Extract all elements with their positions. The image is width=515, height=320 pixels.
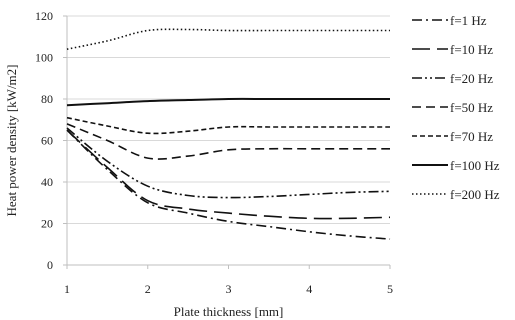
series-line-f-10-hz (66, 129, 391, 220)
y-tick-label: 20 (41, 217, 53, 231)
y-axis-title: Heat power density [kW/m2] (4, 65, 19, 217)
legend-label: f=100 Hz (450, 158, 500, 173)
legend-label: f=70 Hz (450, 129, 493, 144)
gridlines (67, 15, 390, 266)
y-tick-label: 100 (35, 51, 53, 65)
y-tick-label: 40 (41, 175, 53, 189)
series-line-f-20-hz (66, 127, 391, 199)
y-tick-label: 60 (41, 134, 53, 148)
x-tick-label: 3 (226, 282, 232, 296)
x-tick-label: 2 (145, 282, 151, 296)
legend-label: f=200 Hz (450, 187, 500, 202)
legend-label: f=1 Hz (450, 13, 487, 28)
x-tick-label: 4 (306, 282, 312, 296)
legend: f=1 Hz f=10 Hz f=20 Hz f=50 Hz f=70 Hz f=100 … (412, 13, 500, 202)
legend-label: f=10 Hz (450, 42, 493, 57)
y-tick-label: 120 (35, 9, 53, 23)
y-tick-label: 80 (41, 92, 53, 106)
series-line-f-50-hz (66, 123, 390, 160)
series-line-f-70-hz (66, 116, 390, 135)
plot-area (66, 28, 391, 240)
x-axis-title: Plate thickness [mm] (174, 304, 284, 319)
y-tick-label: 0 (47, 258, 53, 272)
x-tick-label: 5 (387, 282, 393, 296)
legend-label: f=50 Hz (450, 100, 493, 115)
tick-labels: 0 20 40 60 80 100 120 1 2 3 4 5 (35, 9, 393, 296)
series-line-f-200-hz (66, 28, 390, 50)
legend-label: f=20 Hz (450, 71, 493, 86)
x-tick-label: 1 (64, 282, 70, 296)
series-line-f-100-hz (66, 97, 390, 107)
series-line-f-1-hz (66, 129, 391, 240)
